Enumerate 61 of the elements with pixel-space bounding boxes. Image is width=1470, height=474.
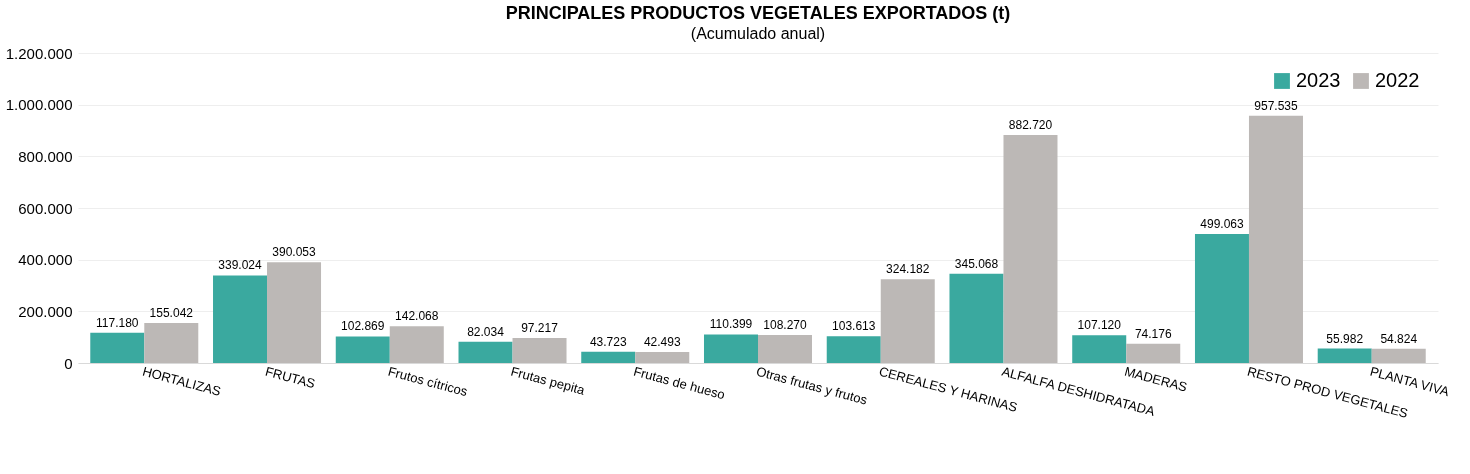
x-tick-label: Otras frutas y frutos (754, 363, 870, 408)
y-tick-label: 400.000 (18, 251, 73, 269)
y-tick-label: 1.200.000 (5, 44, 73, 62)
x-tick-label: Frutos cítricos (386, 363, 470, 400)
bar (1003, 134, 1058, 363)
data-label: 55.982 (1326, 331, 1364, 346)
data-label: 155.042 (149, 305, 194, 320)
legend-label: 2023 (1296, 69, 1341, 91)
bar (90, 332, 145, 363)
bar (144, 322, 199, 363)
y-tick-label: 800.000 (18, 147, 73, 165)
bar (758, 335, 813, 363)
bar (1072, 335, 1127, 363)
data-label: 324.182 (886, 262, 930, 277)
y-tick-label: 0 (64, 354, 73, 372)
data-label: 107.120 (1077, 318, 1122, 333)
data-label: 97.217 (521, 320, 559, 335)
bar (1248, 115, 1303, 363)
data-label: 882.720 (1008, 117, 1053, 132)
bar (581, 351, 636, 363)
bar (389, 326, 444, 363)
bar (458, 341, 513, 363)
chart-title: PRINCIPALES PRODUCTOS VEGETALES EXPORTADOS (t) (505, 3, 1011, 23)
bar (267, 262, 322, 363)
bar (949, 273, 1004, 363)
data-label: 42.493 (643, 335, 681, 350)
data-label: 957.535 (1254, 98, 1298, 113)
data-label: 102.869 (341, 319, 385, 334)
x-tick-label: Frutas de hueso (631, 363, 727, 403)
data-label: 390.053 (272, 245, 317, 260)
bar (1317, 348, 1372, 363)
chart-subtitle: (Acumulado anual) (690, 25, 826, 42)
bar (213, 275, 268, 363)
y-tick-label: 200.000 (18, 302, 73, 320)
data-label: 103.613 (832, 319, 876, 334)
x-tick-label: PLANTA VIVA (1368, 363, 1451, 400)
data-label: 108.270 (763, 318, 808, 333)
data-label: 82.034 (467, 324, 505, 339)
data-label: 499.063 (1200, 217, 1244, 232)
data-label: 345.068 (954, 256, 999, 271)
y-tick-label: 600.000 (18, 199, 73, 217)
data-label: 43.723 (589, 334, 627, 349)
x-tick-label: Frutas pepita (509, 363, 588, 398)
x-tick-label: FRUTAS (263, 363, 318, 392)
legend-label: 2022 (1375, 69, 1420, 91)
bar (1126, 343, 1181, 363)
data-label: 117.180 (96, 315, 139, 330)
bar (635, 352, 690, 363)
bar (1371, 348, 1426, 363)
bar (335, 336, 390, 363)
data-label: 74.176 (1134, 326, 1172, 341)
data-label: 339.024 (218, 258, 263, 273)
bar (703, 334, 758, 363)
data-label: 110.399 (709, 317, 753, 332)
bar (826, 336, 881, 363)
bar (1194, 234, 1249, 363)
data-label: 54.824 (1380, 331, 1418, 346)
bar (512, 337, 567, 363)
y-tick-label: 1.000.000 (5, 96, 73, 114)
data-label: 142.068 (395, 309, 439, 324)
bar (880, 279, 935, 363)
